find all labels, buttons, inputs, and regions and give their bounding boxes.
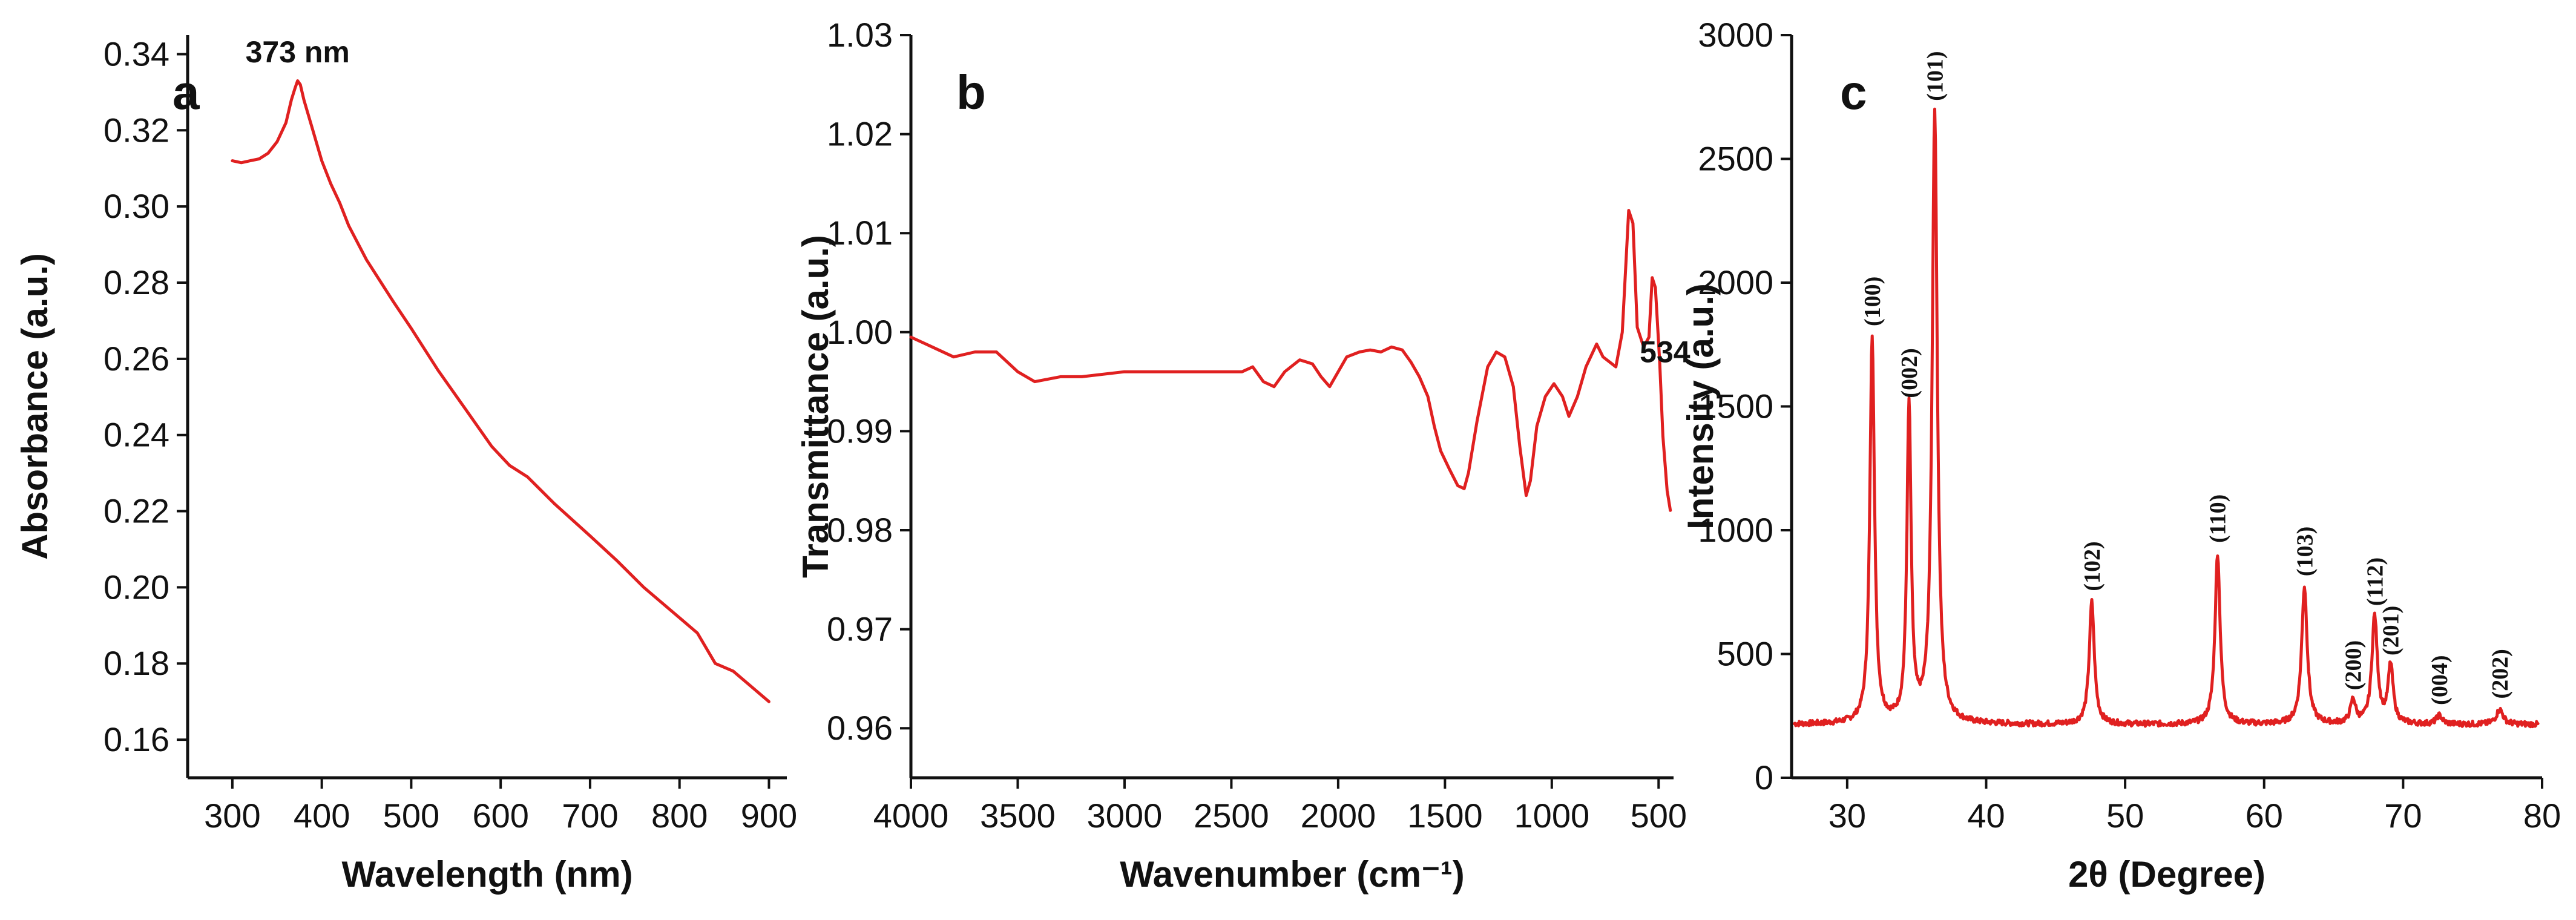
y-axis-title: Intensity (a.u.) (1680, 283, 1721, 530)
x-tick-label: 4000 (873, 797, 949, 835)
peak-label: (201) (2379, 606, 2404, 656)
x-tick-label: 30 (1828, 797, 1866, 835)
y-tick-label: 0.28 (104, 263, 169, 301)
y-tick-label: 0.18 (104, 644, 169, 682)
x-tick-label: 2000 (1301, 797, 1376, 835)
y-axis-title: Transmittance (a.u.) (795, 235, 836, 578)
x-tick-label: 3500 (980, 797, 1056, 835)
x-tick-label: 50 (2106, 797, 2144, 835)
y-tick-label: 0.34 (104, 34, 169, 73)
panel-letter: c (1840, 65, 1867, 119)
y-tick-label: 0.97 (827, 610, 893, 648)
x-tick-label: 800 (651, 797, 708, 835)
x-tick-label: 40 (1967, 797, 2005, 835)
x-tick-label: 300 (204, 797, 260, 835)
peak-label: (100) (1860, 277, 1885, 326)
peak-label: (110) (2206, 494, 2231, 543)
y-tick-label: 3000 (1698, 16, 1773, 54)
y-tick-label: 0 (1755, 758, 1773, 797)
x-tick-label: 60 (2246, 797, 2283, 835)
x-tick-label: 70 (2384, 797, 2422, 835)
x-axis-title: 2θ (Degree) (2068, 854, 2266, 895)
peak-label: (112) (2362, 557, 2388, 606)
x-tick-label: 500 (383, 797, 439, 835)
y-tick-label: 1000 (1698, 511, 1773, 549)
y-tick-label: 0.22 (104, 492, 169, 530)
peak-label: (004) (2427, 656, 2453, 705)
y-tick-label: 1.01 (827, 214, 893, 252)
x-axis-title: Wavenumber (cm⁻¹) (1120, 854, 1465, 895)
x-tick-label: 1500 (1407, 797, 1483, 835)
peak-label: (101) (1922, 51, 1948, 100)
x-tick-label: 80 (2523, 797, 2561, 835)
annotation-label: 373 nm (246, 35, 350, 69)
x-tick-label: 400 (294, 797, 350, 835)
x-tick-label: 500 (1631, 797, 1687, 835)
x-tick-label: 2500 (1194, 797, 1269, 835)
panel-letter: b (956, 65, 986, 119)
y-tick-label: 0.99 (827, 412, 893, 450)
panel-letter: a (172, 65, 200, 119)
x-tick-label: 1000 (1514, 797, 1590, 835)
annotation-label: 534 (1640, 335, 1690, 369)
y-tick-label: 2000 (1698, 263, 1773, 301)
y-tick-label: 0.30 (104, 187, 169, 225)
y-tick-label: 0.98 (827, 511, 893, 549)
peak-label: (002) (1897, 348, 1922, 398)
series-line (1793, 107, 2540, 729)
y-tick-label: 0.20 (104, 568, 169, 606)
series-line (909, 209, 1672, 512)
y-axis-title: Absorbance (a.u.) (15, 253, 55, 560)
y-tick-label: 0.32 (104, 111, 169, 149)
y-tick-label: 1500 (1698, 387, 1773, 426)
y-tick-label: 0.26 (104, 340, 169, 378)
panel-b: 4000 3500 3000 2500 2000 1500 1000 500 0.96 0.97 0… (795, 16, 1690, 895)
peak-label: (102) (2080, 541, 2105, 591)
x-tick-label: 900 (741, 797, 797, 835)
x-axis-title: Wavelength (nm) (341, 854, 632, 895)
peak-label: (200) (2341, 640, 2367, 690)
y-tick-label: 1.03 (827, 16, 893, 54)
y-tick-label: 0.96 (827, 709, 893, 747)
x-tick-label: 700 (562, 797, 618, 835)
y-tick-label: 0.24 (104, 416, 169, 454)
peak-label: (103) (2292, 527, 2318, 576)
panel-a: 300 400 500 600 700 800 900 0.16 0.18 0.20 0.22 0.2… (15, 34, 797, 895)
y-tick-label: 0.16 (104, 720, 169, 758)
y-tick-label: 1.00 (827, 313, 893, 351)
panel-c: 30 40 50 60 70 80 0 500 1000 1500 2000 2500 3000 2θ (… (1680, 16, 2561, 895)
peak-label: (202) (2488, 649, 2513, 698)
y-tick-label: 2500 (1698, 140, 1773, 178)
y-tick-label: 1.02 (827, 115, 893, 153)
series-line (231, 79, 770, 703)
y-tick-label: 500 (1717, 635, 1773, 673)
x-tick-label: 600 (472, 797, 528, 835)
x-tick-label: 3000 (1087, 797, 1163, 835)
